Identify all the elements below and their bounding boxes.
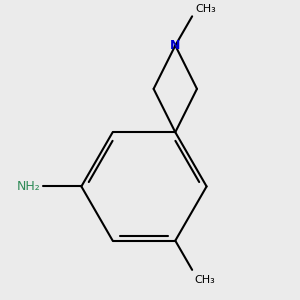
Text: CH₃: CH₃ [195, 275, 215, 285]
Text: CH₃: CH₃ [196, 4, 217, 14]
Text: N: N [170, 39, 181, 52]
Text: NH₂: NH₂ [17, 180, 40, 193]
